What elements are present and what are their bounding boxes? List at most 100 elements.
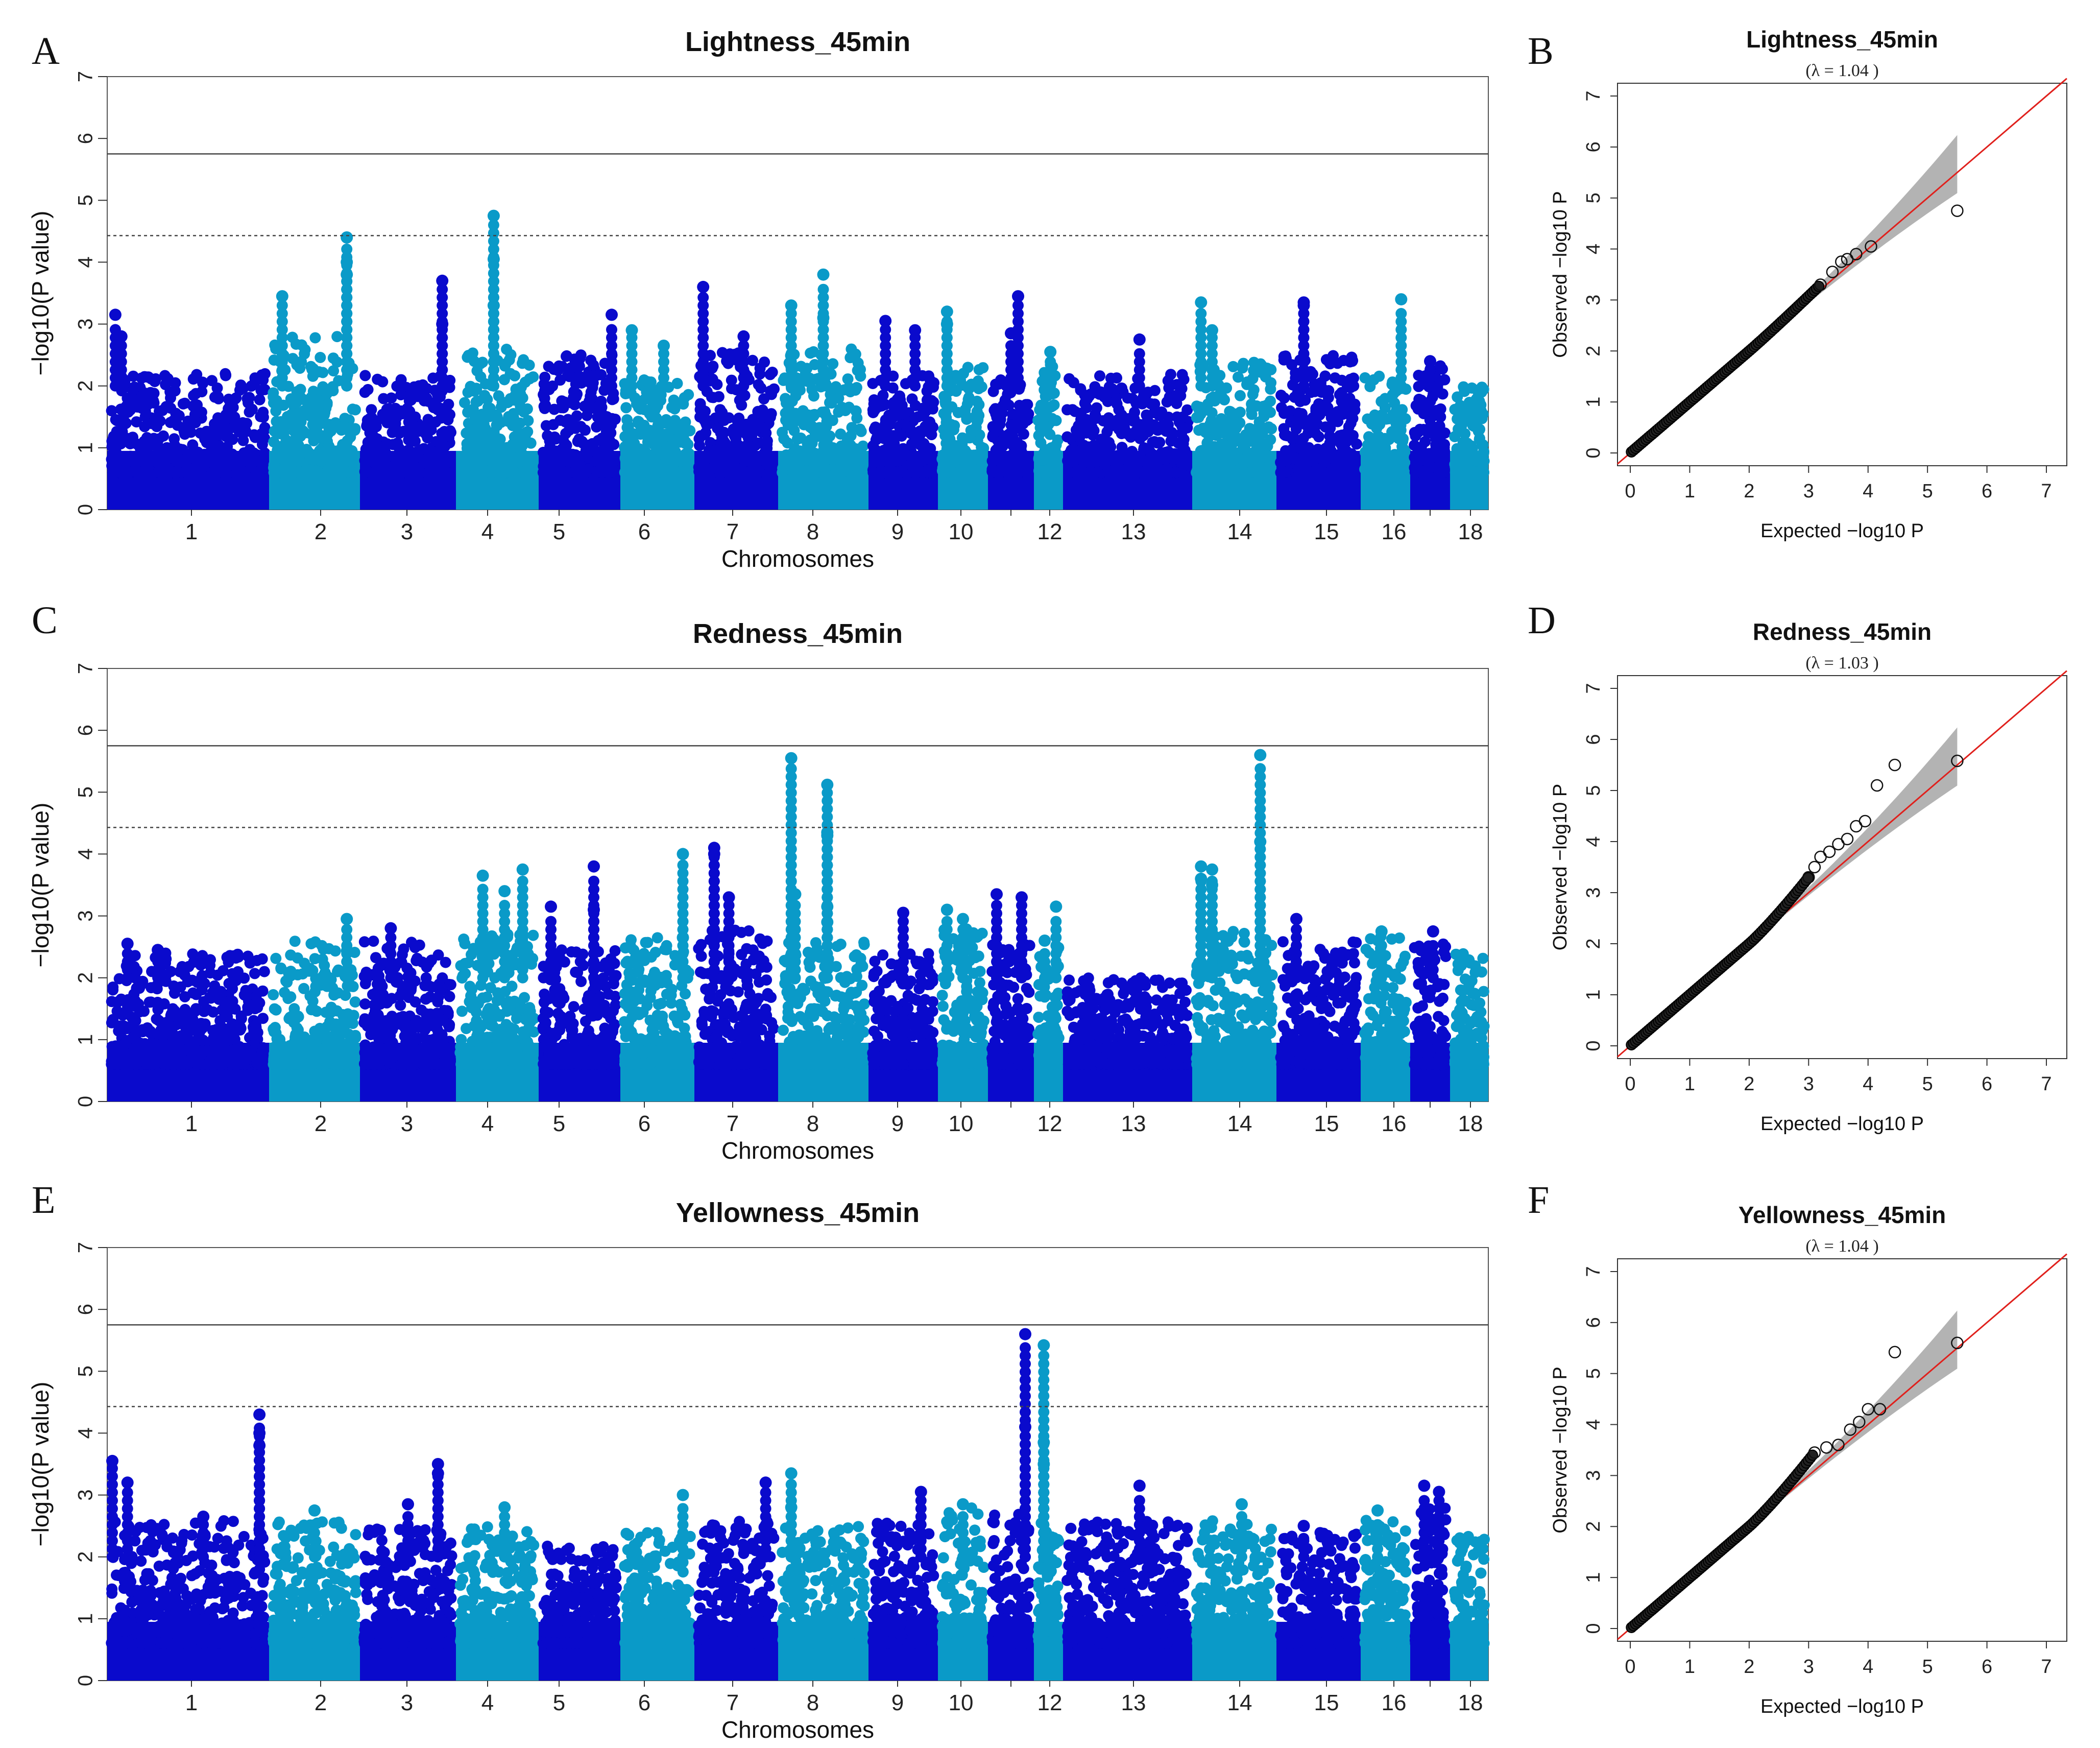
- snp-point: [208, 418, 220, 430]
- snp-point: [248, 429, 260, 441]
- y-tick-label: 3: [75, 318, 97, 329]
- snp-point: [827, 358, 839, 370]
- snp-point: [1085, 467, 1097, 478]
- snp-point: [553, 360, 565, 372]
- snp-point: [416, 384, 428, 395]
- snp-point: [741, 426, 753, 438]
- snp-point: [196, 386, 208, 398]
- snp-point: [1457, 450, 1469, 461]
- snp-point: [835, 428, 847, 440]
- snp-point: [1456, 467, 1467, 478]
- snp-point: [1262, 466, 1274, 477]
- snp-point: [491, 412, 503, 424]
- snp-point: [967, 466, 978, 478]
- snp-point: [1206, 407, 1218, 419]
- snp-point: [362, 384, 374, 395]
- snp-top-hit: [341, 231, 353, 244]
- snp-point: [677, 432, 688, 444]
- snp-point: [1165, 369, 1176, 380]
- snp-point: [650, 392, 662, 403]
- snp-point: [887, 412, 899, 423]
- snp-point: [921, 394, 933, 406]
- snp-point: [1313, 398, 1324, 410]
- snp-point: [606, 324, 617, 336]
- y-tick-label: 2: [75, 380, 97, 392]
- snp-top-hit: [276, 290, 288, 303]
- snp-point: [304, 451, 316, 463]
- snp-point: [1363, 451, 1375, 463]
- snp-point: [910, 462, 922, 473]
- snp-point: [802, 438, 813, 450]
- snp-point: [756, 422, 768, 434]
- snp-point: [197, 376, 208, 388]
- snp-point: [697, 407, 709, 419]
- y-tick-label: 0: [75, 504, 97, 515]
- snp-point: [1081, 402, 1092, 414]
- snp-point: [622, 420, 634, 432]
- snp-point: [605, 427, 617, 439]
- snp-point: [1244, 457, 1256, 468]
- snp-point: [876, 400, 887, 412]
- snp-point: [498, 374, 510, 386]
- snp-point: [311, 421, 323, 433]
- snp-point: [754, 368, 766, 380]
- snp-point: [1409, 451, 1420, 463]
- snp-point: [1238, 357, 1249, 369]
- x-tick-label: 3: [401, 519, 413, 544]
- snp-point: [1221, 420, 1233, 432]
- snp-point: [796, 450, 808, 462]
- snp-point: [143, 436, 155, 448]
- snp-point: [488, 461, 500, 473]
- snp-point: [938, 408, 950, 419]
- snp-point: [1359, 463, 1371, 475]
- snp-point: [459, 397, 470, 409]
- snp-point: [439, 441, 451, 452]
- snp-point: [516, 440, 528, 452]
- snp-point: [1234, 390, 1246, 401]
- snp-point: [165, 392, 176, 404]
- snp-point: [963, 432, 975, 444]
- snp-point: [191, 406, 203, 418]
- snp-point: [524, 451, 536, 463]
- snp-point: [1342, 466, 1354, 477]
- snp-top-hit: [1012, 290, 1024, 303]
- snp-point: [959, 408, 971, 420]
- snp-point: [515, 381, 527, 393]
- snp-point: [1176, 427, 1188, 439]
- snp-point: [1169, 448, 1180, 460]
- snp-point: [398, 425, 409, 437]
- snp-point: [1278, 467, 1290, 478]
- snp-point: [360, 465, 371, 477]
- snp-point: [1346, 448, 1357, 460]
- snp-point: [159, 370, 171, 381]
- snp-point: [1133, 348, 1145, 360]
- snp-point: [1038, 454, 1050, 466]
- snp-point: [125, 404, 136, 416]
- snp-point: [157, 404, 168, 416]
- snp-point: [517, 357, 528, 369]
- snp-point: [704, 465, 716, 476]
- snp-point: [488, 268, 499, 279]
- snp-point: [1265, 364, 1277, 375]
- snp-point: [501, 344, 513, 355]
- snp-point: [539, 402, 550, 414]
- snp-point: [724, 352, 736, 363]
- snp-point: [1293, 407, 1305, 419]
- snp-point: [313, 366, 325, 378]
- snp-point: [736, 399, 747, 411]
- snp-point: [189, 417, 201, 428]
- snp-point: [151, 418, 162, 429]
- snp-point: [650, 427, 662, 439]
- snp-point: [327, 385, 339, 397]
- snp-point: [1234, 417, 1246, 429]
- snp-point: [918, 438, 930, 449]
- snp-point: [1101, 455, 1113, 467]
- snp-point: [1077, 442, 1089, 453]
- snp-point: [129, 381, 140, 393]
- snp-point: [293, 440, 304, 451]
- snp-top-hit: [658, 340, 670, 352]
- snp-point: [730, 426, 742, 438]
- snp-point: [170, 377, 181, 389]
- snp-point: [697, 292, 709, 303]
- snp-top-hit: [436, 318, 449, 330]
